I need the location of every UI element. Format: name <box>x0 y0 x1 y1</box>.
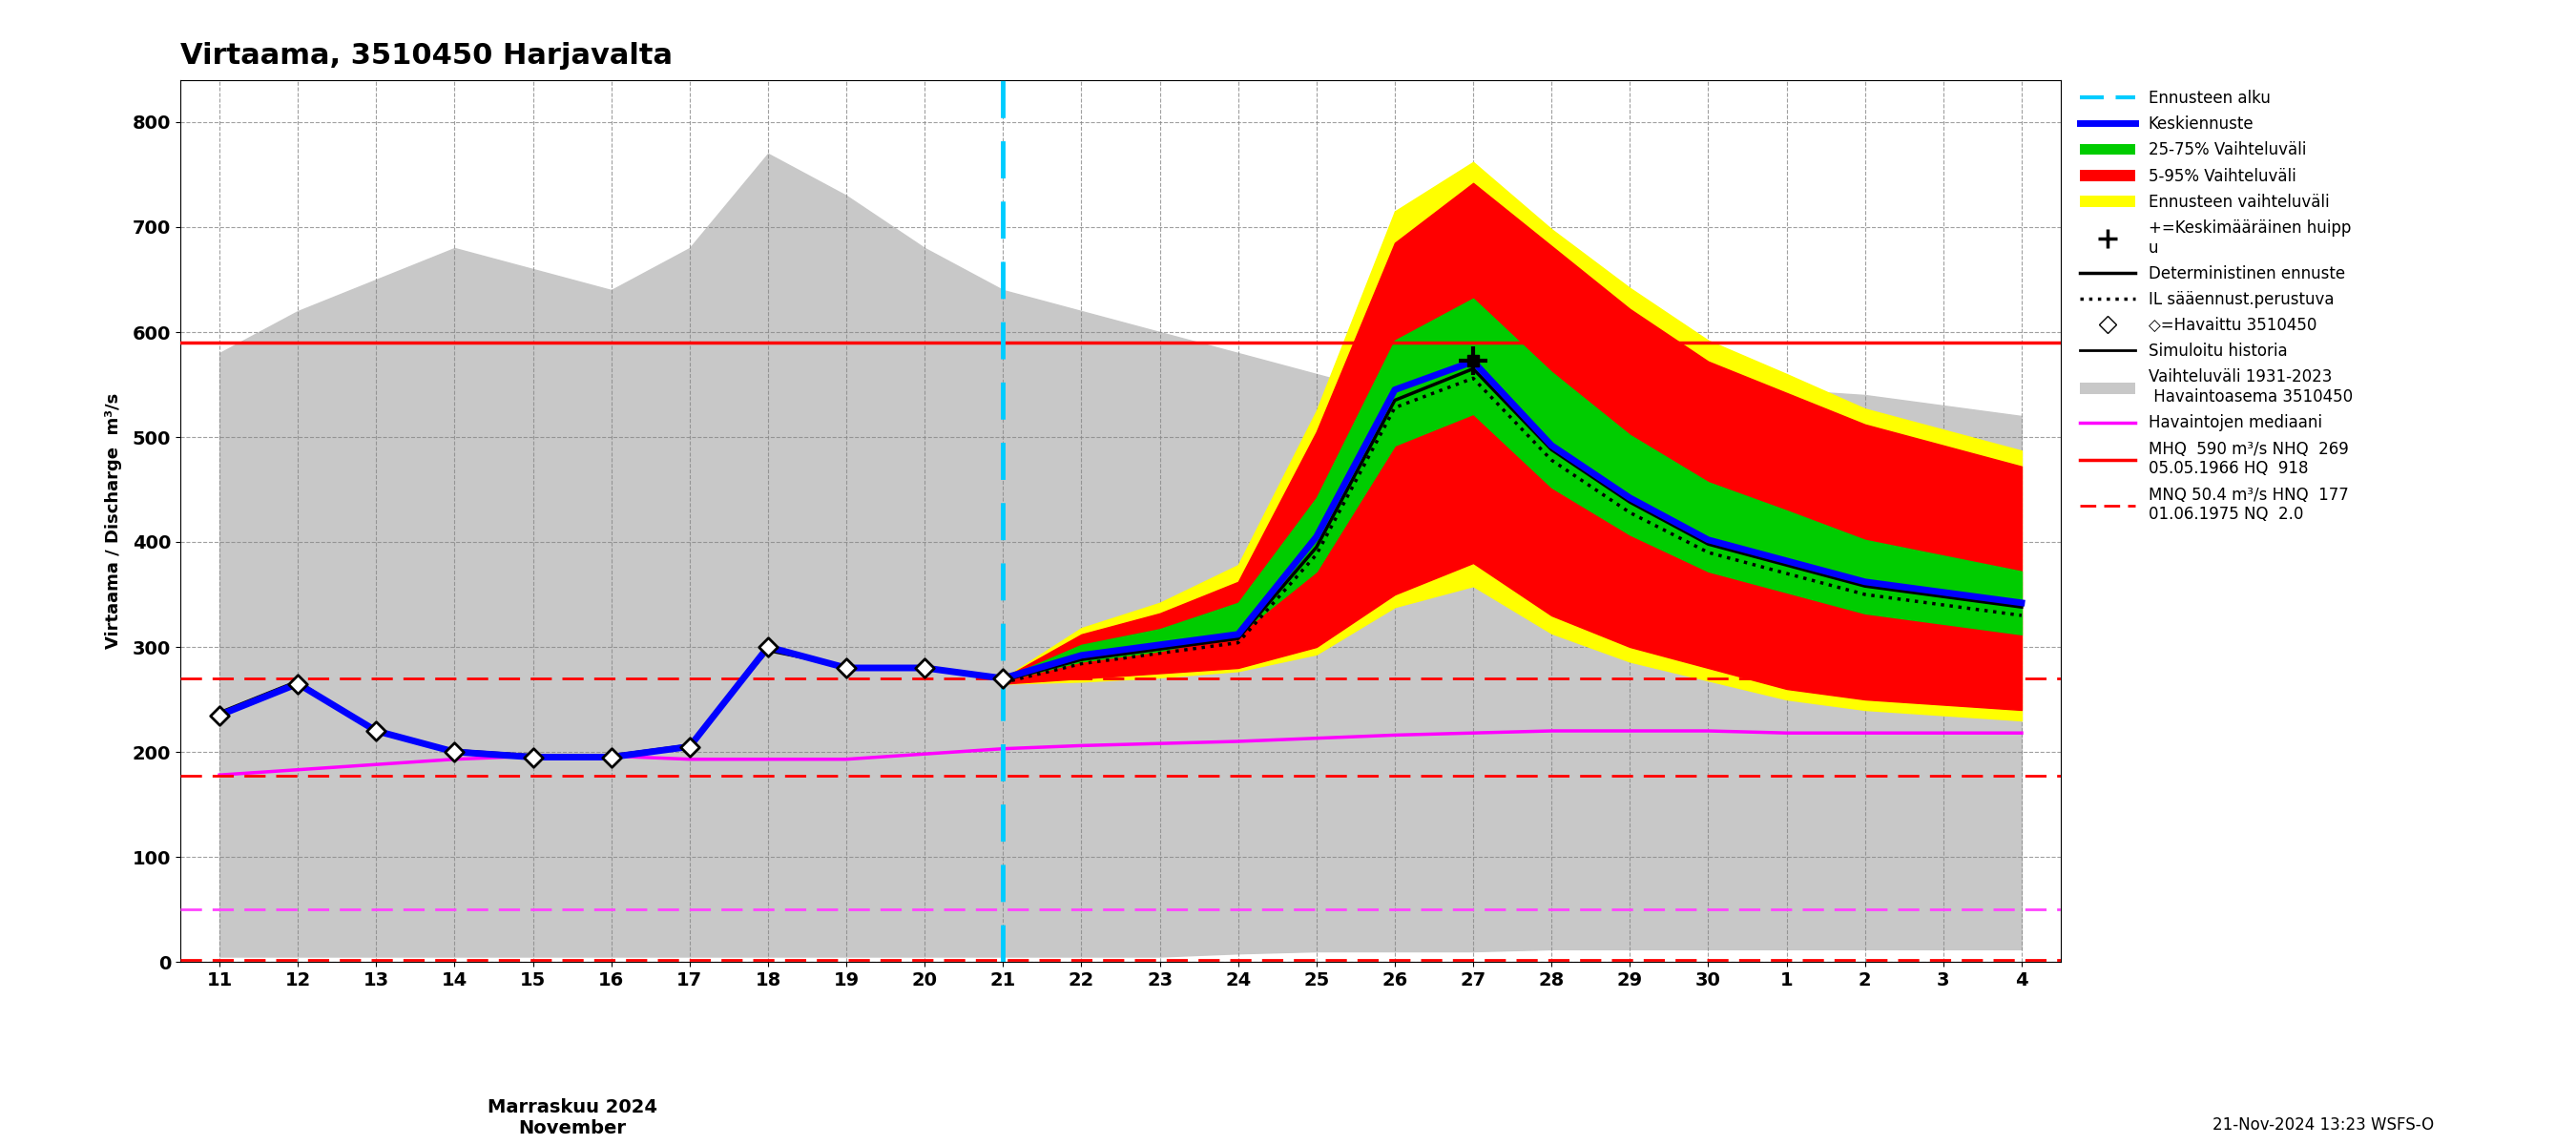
Point <box>513 748 554 766</box>
Point <box>590 748 631 766</box>
Point <box>278 674 319 693</box>
Legend: Ennusteen alku, Keskiennuste, 25-75% Vaihteluväli, 5-95% Vaihteluväli, Ennusteen: Ennusteen alku, Keskiennuste, 25-75% Vai… <box>2074 84 2360 530</box>
Text: 21-Nov-2024 13:23 WSFS-O: 21-Nov-2024 13:23 WSFS-O <box>2213 1116 2434 1134</box>
Point <box>670 737 711 756</box>
Point <box>981 669 1023 687</box>
Point <box>355 721 397 740</box>
Text: Virtaama, 3510450 Harjavalta: Virtaama, 3510450 Harjavalta <box>180 42 672 70</box>
Y-axis label: Virtaama / Discharge  m³/s: Virtaama / Discharge m³/s <box>106 393 121 649</box>
Point <box>433 743 474 761</box>
Point <box>198 706 240 725</box>
Point <box>747 638 788 656</box>
Point <box>904 658 945 677</box>
Text: Marraskuu 2024
November: Marraskuu 2024 November <box>487 1098 657 1137</box>
Point <box>827 658 868 677</box>
